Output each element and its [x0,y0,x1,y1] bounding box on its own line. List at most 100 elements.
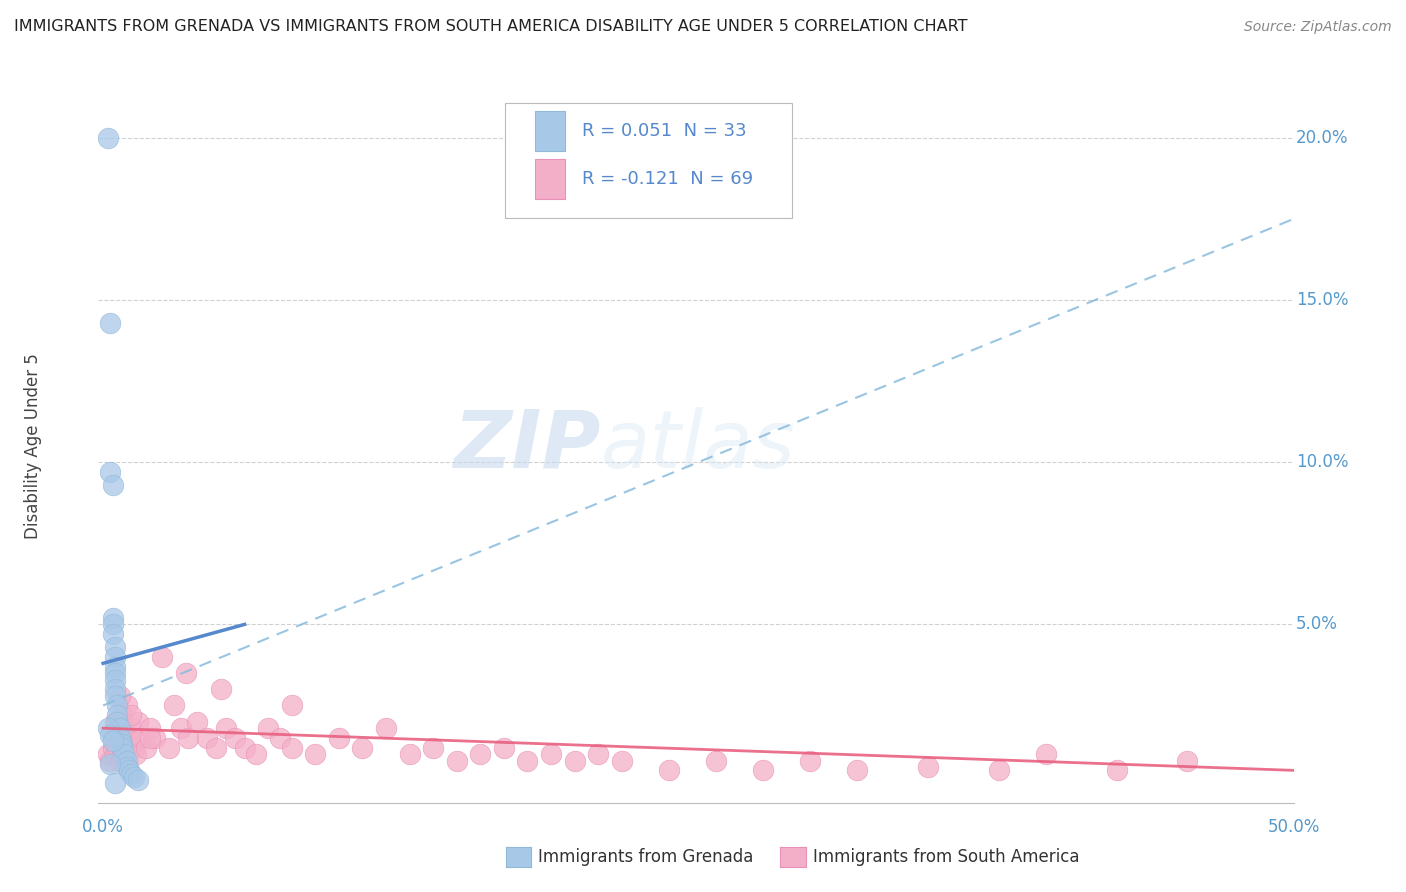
Point [105,708,128,723]
Point [104,714,127,729]
Point [115,754,138,768]
Text: Source: ZipAtlas.com: Source: ZipAtlas.com [1244,21,1392,34]
Point [128,714,150,729]
Point [163,698,186,713]
Point [586,747,609,761]
Point [125,747,148,761]
Point [564,754,586,768]
Point [108,731,131,745]
Point [257,721,280,735]
Text: atlas: atlas [600,407,796,485]
Point [101,611,124,625]
Point [108,754,131,768]
Point [129,731,152,745]
Text: 5.0%: 5.0% [1296,615,1337,633]
Point [170,721,193,735]
Text: R = -0.121  N = 69: R = -0.121 N = 69 [582,169,754,188]
FancyBboxPatch shape [534,160,565,199]
Point [143,731,166,745]
Point [398,747,420,761]
Point [104,673,127,687]
Point [115,698,138,713]
Text: Immigrants from Grenada: Immigrants from Grenada [538,848,754,866]
Point [658,764,681,778]
Point [111,738,134,752]
Point [98,465,121,479]
Point [101,740,124,755]
Point [111,747,134,761]
Point [1035,747,1057,761]
Point [269,731,291,745]
Point [105,698,128,713]
Point [105,740,128,755]
Point [135,740,157,755]
Point [280,740,302,755]
Point [101,731,124,745]
Point [97,721,120,735]
Point [209,682,232,697]
Point [104,666,127,681]
Point [108,731,131,745]
Point [917,760,939,774]
Point [108,689,131,703]
Point [846,764,869,778]
Point [752,764,775,778]
Text: R = 0.051  N = 33: R = 0.051 N = 33 [582,122,747,140]
Point [98,754,121,768]
Point [446,754,468,768]
Point [1105,764,1128,778]
Point [128,773,150,788]
Point [120,708,142,723]
Point [98,728,121,742]
FancyBboxPatch shape [534,112,565,151]
Point [233,740,256,755]
Point [98,756,121,771]
Point [186,714,208,729]
Point [120,721,142,735]
Point [111,740,134,755]
Point [101,627,124,641]
Point [328,731,350,745]
Point [799,754,821,768]
Point [98,316,121,330]
Point [150,649,173,664]
Point [375,721,398,735]
Point [245,747,267,761]
Point [987,764,1010,778]
Point [470,747,492,761]
Point [492,740,515,755]
Point [118,731,141,745]
Point [104,640,127,654]
Point [195,731,218,745]
Point [224,731,246,745]
Point [704,754,727,768]
Point [104,689,127,703]
Point [157,740,180,755]
Point [139,721,162,735]
FancyBboxPatch shape [505,103,792,218]
Point [174,666,197,681]
Point [1177,754,1199,768]
Text: 20.0%: 20.0% [1296,128,1348,147]
Point [280,698,302,713]
Text: IMMIGRANTS FROM GRENADA VS IMMIGRANTS FROM SOUTH AMERICA DISABILITY AGE UNDER 5 : IMMIGRANTS FROM GRENADA VS IMMIGRANTS FR… [14,20,967,34]
Point [118,764,141,778]
Point [104,776,127,790]
Point [177,731,200,745]
Point [101,734,124,748]
Point [139,731,162,745]
Text: 0.0%: 0.0% [82,819,124,837]
Point [304,747,326,761]
Point [108,721,131,735]
Point [352,740,374,755]
Point [104,682,127,697]
Point [104,747,127,761]
Point [97,747,120,761]
Point [120,766,142,780]
Point [122,770,145,784]
Point [610,754,633,768]
Text: 15.0%: 15.0% [1296,291,1348,309]
Point [516,754,538,768]
Point [104,649,127,664]
Point [105,721,128,735]
